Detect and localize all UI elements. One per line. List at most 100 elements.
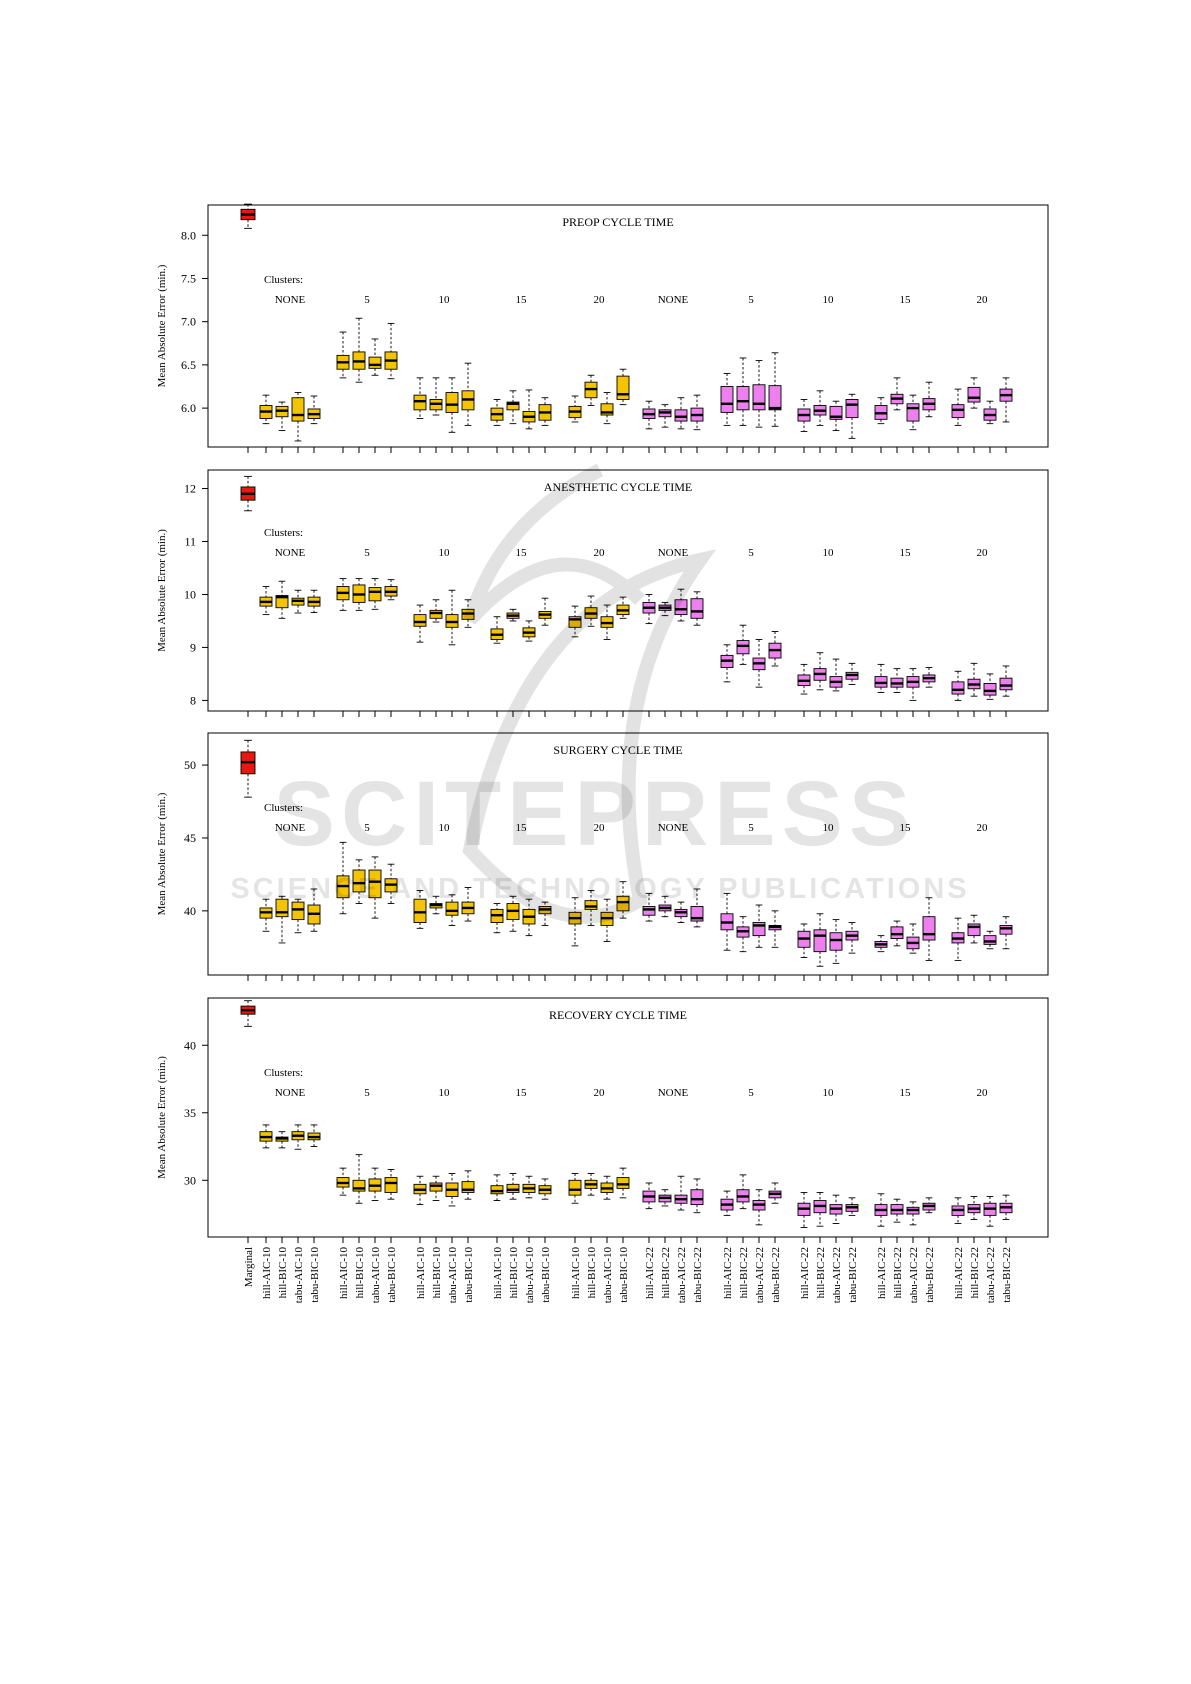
y-tick-label: 30 <box>184 1173 196 1187</box>
box-iqr <box>429 1182 443 1192</box>
box-iqr <box>461 1181 475 1193</box>
group-label: 5 <box>748 547 754 559</box>
box-marginal <box>240 1000 256 1027</box>
panel-title: ANESTHETIC CYCLE TIME <box>544 480 692 494</box>
box-12 <box>461 362 475 426</box>
box-1 <box>259 1124 273 1149</box>
box-18 <box>584 1173 598 1196</box>
panel-title: SURGERY CYCLE TIME <box>553 743 682 757</box>
x-category-label: hill-AIC-22 <box>876 1247 888 1299</box>
x-category-label: tabu-AIC-22 <box>676 1247 688 1303</box>
box-38 <box>967 662 981 697</box>
group-label: 15 <box>900 822 912 834</box>
box-27 <box>752 360 766 428</box>
box-29 <box>797 663 811 695</box>
y-tick-label: 8 <box>190 693 196 707</box>
box-28 <box>768 352 782 427</box>
box-2 <box>275 580 289 619</box>
group-label: 5 <box>748 1087 754 1099</box>
box-12 <box>461 887 475 922</box>
group-label: 20 <box>977 1087 989 1099</box>
x-category-label: hill-BIC-22 <box>892 1247 904 1298</box>
box-iqr <box>584 900 598 910</box>
y-tick-label: 35 <box>184 1106 196 1120</box>
box-iqr <box>690 1189 704 1206</box>
box-19 <box>600 604 614 640</box>
box-27 <box>752 639 766 688</box>
group-label: 10 <box>439 294 451 306</box>
group-label: NONE <box>658 1087 689 1099</box>
box-iqr <box>506 401 520 411</box>
group-label: 10 <box>439 547 451 559</box>
x-category-label: hill-AIC-10 <box>492 1247 504 1299</box>
panel-4: RECOVERY CYCLE TIME 30 35 40 Mean Absolute E… <box>156 997 1049 1243</box>
group-label: NONE <box>658 294 689 306</box>
box-marginal <box>240 475 256 512</box>
box-26 <box>736 357 750 426</box>
box-iqr <box>922 916 936 941</box>
box-39 <box>983 1196 997 1227</box>
group-label: 20 <box>977 547 989 559</box>
box-10 <box>429 599 443 623</box>
x-category-label: hill-AIC-22 <box>953 1247 965 1299</box>
box-30 <box>813 390 827 426</box>
x-category-label: hill-AIC-10 <box>261 1247 273 1299</box>
box-13 <box>490 399 504 426</box>
group-label: 15 <box>516 294 528 306</box>
box-iqr <box>736 386 750 411</box>
group-label: 15 <box>516 1087 528 1099</box>
box-iqr <box>616 1177 630 1189</box>
box-20 <box>616 881 630 919</box>
y-tick-label: 7.0 <box>181 315 196 329</box>
box-iqr <box>999 924 1013 935</box>
box-15 <box>522 1175 536 1199</box>
clusters-label: Clusters: <box>264 527 303 539</box>
box-37 <box>951 670 965 701</box>
group-label: 5 <box>364 1087 370 1099</box>
group-label: 20 <box>977 294 989 306</box>
box-iqr <box>951 404 965 419</box>
box-5 <box>336 331 350 379</box>
box-21 <box>642 892 656 922</box>
box-39 <box>983 400 997 425</box>
y-tick-label: 12 <box>184 482 196 496</box>
box-2 <box>275 895 289 944</box>
box-iqr <box>845 399 859 419</box>
box-3 <box>291 392 305 442</box>
box-28 <box>768 631 782 667</box>
box-28 <box>768 1182 782 1204</box>
group-label: 15 <box>900 294 912 306</box>
box-36 <box>922 381 936 418</box>
y-tick-label: 6.0 <box>181 401 196 415</box>
x-category-label: hill-BIC-10 <box>277 1247 289 1299</box>
box-iqr <box>368 869 382 899</box>
box-25 <box>720 373 734 426</box>
y-tick-label: 45 <box>184 831 196 845</box>
box-21 <box>642 1182 656 1210</box>
box-14 <box>506 390 520 425</box>
panel-frame <box>207 204 1049 448</box>
box-34 <box>890 668 904 693</box>
box-20 <box>616 596 630 619</box>
box-iqr <box>906 403 920 422</box>
box-39 <box>983 930 997 950</box>
box-24 <box>690 394 704 431</box>
box-9 <box>413 604 427 643</box>
box-iqr <box>368 356 382 369</box>
box-iqr <box>890 926 904 940</box>
box-35 <box>906 394 920 431</box>
box-iqr <box>429 609 443 619</box>
box-25 <box>720 1190 734 1216</box>
box-22 <box>658 895 672 918</box>
box-iqr <box>752 384 766 411</box>
panel-3: SURGERY CYCLE TIME 40 45 50 Mean Absolute Er… <box>156 732 1049 981</box>
box-17 <box>568 395 582 423</box>
box-25 <box>720 644 734 683</box>
group-label: 5 <box>364 547 370 559</box>
box-10 <box>429 377 443 416</box>
box-15 <box>522 389 536 430</box>
box-3 <box>291 1124 305 1150</box>
box-iqr <box>616 895 630 912</box>
box-15 <box>522 898 536 937</box>
